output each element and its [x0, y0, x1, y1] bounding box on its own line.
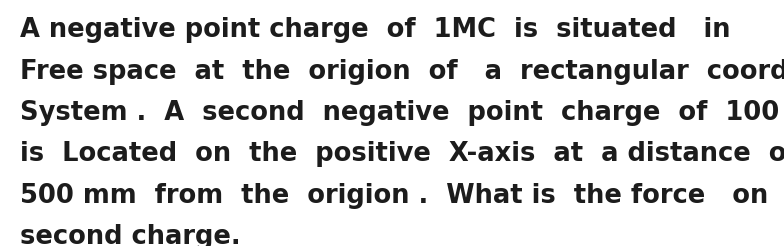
Text: Free space  at  the  origion  of   a  rectangular  coordinate: Free space at the origion of a rectangul… [20, 59, 784, 85]
Text: 500 mm  from  the  origion .  What is  the force   on  the: 500 mm from the origion . What is the fo… [20, 183, 784, 209]
Text: System .  A  second  negative  point  charge  of  100 MC: System . A second negative point charge … [20, 100, 784, 126]
Text: second charge.: second charge. [20, 224, 240, 246]
Text: A negative point charge  of  1MC  is  situated   in: A negative point charge of 1MC is situat… [20, 17, 730, 43]
Text: is  Located  on  the  positive  X-axis  at  a distance  of: is Located on the positive X-axis at a d… [20, 141, 784, 167]
